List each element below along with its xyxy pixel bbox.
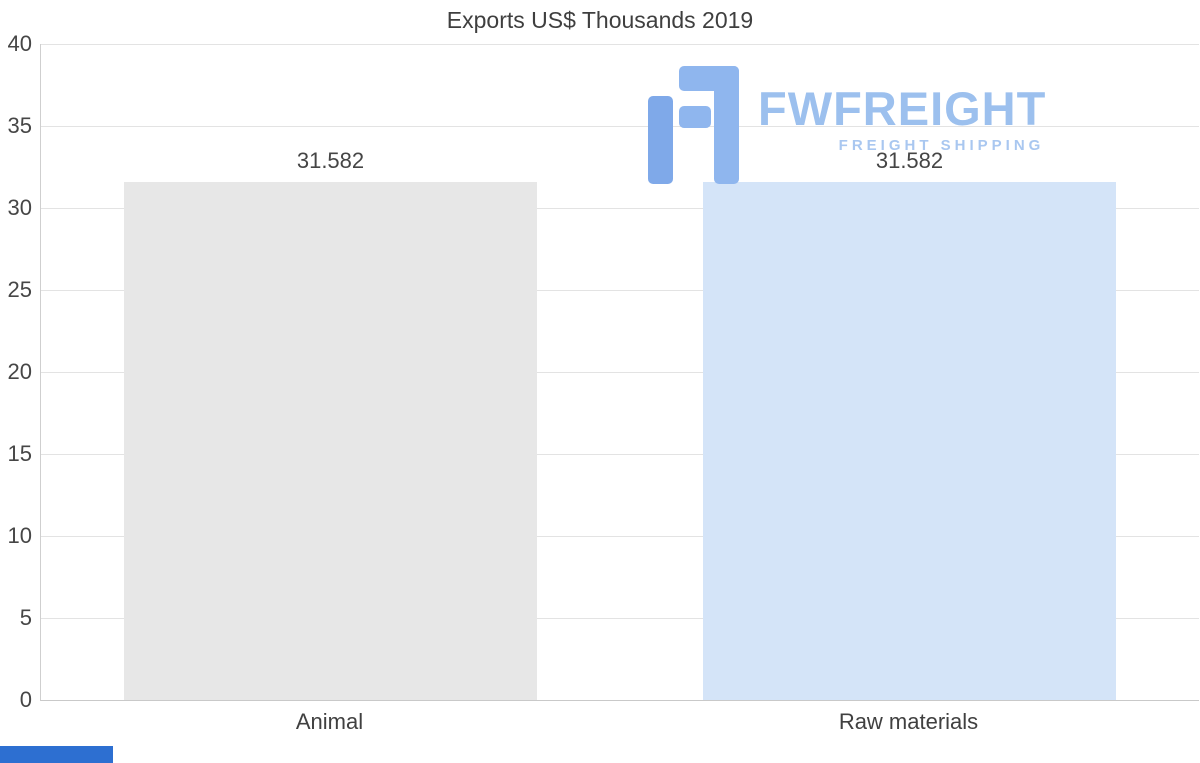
gridline — [41, 126, 1199, 127]
bar-animal — [123, 182, 538, 700]
gridline — [41, 44, 1199, 45]
y-axis-tick-label: 10 — [7, 523, 32, 548]
y-axis-tick-label: 15 — [7, 441, 32, 466]
bar-raw-materials — [702, 182, 1117, 700]
gridline — [41, 290, 1199, 291]
y-axis-tick-label: 30 — [7, 195, 32, 220]
y-axis-tick-label: 20 — [7, 359, 32, 384]
bottom-left-blue-strip — [0, 746, 113, 763]
y-axis-tick-label: 5 — [19, 605, 32, 630]
gridline — [41, 536, 1199, 537]
plot-area: 31.582 31.582 — [40, 44, 1199, 701]
x-axis-category-label: Animal — [295, 709, 364, 734]
gridline — [41, 618, 1199, 619]
x-axis-category-label: Raw materials — [838, 709, 979, 734]
y-axis-tick-label: 0 — [19, 687, 32, 712]
y-axis-tick-label: 25 — [7, 277, 32, 302]
y-axis-tick-label: 40 — [7, 31, 32, 56]
y-axis-tick-label: 35 — [7, 113, 32, 138]
gridline — [41, 208, 1199, 209]
gridline — [41, 372, 1199, 373]
bar-value-label: 31.582 — [296, 148, 365, 174]
bar-value-label: 31.582 — [875, 148, 944, 174]
gridline — [41, 454, 1199, 455]
chart-title: Exports US$ Thousands 2019 — [446, 7, 754, 33]
